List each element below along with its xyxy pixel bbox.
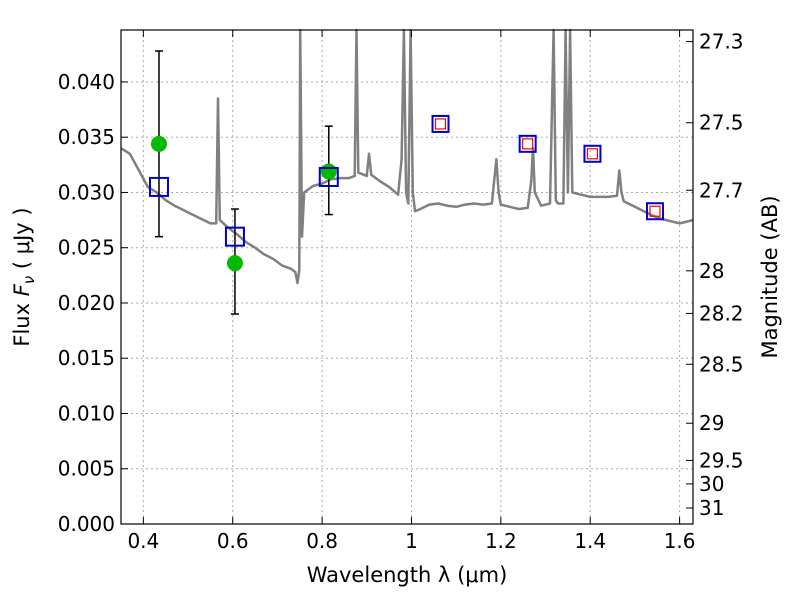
x-axis-label: Wavelength λ (μm) [307,563,508,587]
y-axis-label-left: Flux [10,296,34,346]
y-tick-label: 0.015 [58,346,115,370]
x-tick-label: 1.6 [664,529,696,553]
model-square-ir-inner [522,138,534,150]
y-tick-label: 0.035 [58,125,115,149]
y-axis-label: Flux Fν ( μJy ) [10,207,38,346]
model-square-ir [583,144,602,163]
observed-point [320,163,337,180]
right-axis-tick-label: 29.5 [699,448,744,472]
model-square-ir [431,114,450,133]
right-axis-tick-label: 27.5 [699,111,744,135]
model-square-ir-inner [434,118,447,130]
right-axis-tick-label: 31 [699,496,724,520]
y-tick-label: 0.040 [58,70,115,94]
y-axis-ticks: 0.000 0.005 0.010 0.015 0.020 0.025 0.030 0.035… [58,70,128,536]
plot-frame [120,29,694,525]
right-axis-tick-label: 28.2 [699,301,744,325]
model-square-ir-inner [586,148,599,160]
right-axis-tick-label: 27.3 [699,30,744,54]
right-axis-label: Magnitude (AB) [758,195,782,358]
right-axis-tick-label: 27.7 [699,178,744,202]
right-axis-tick-label: 28 [699,259,724,283]
x-tick-label: 0.8 [306,529,338,553]
model-square-ir-inner [649,205,661,217]
right-axis-tick-label: 29 [699,411,724,435]
model-square [224,226,245,247]
model-square-ir [518,134,537,153]
y-axis-label-nu: ν [20,276,38,284]
y-axis-label-right: ( μJy ) [10,207,34,275]
y-tick-label: 0.025 [58,236,115,260]
x-tick-label: 1.2 [485,529,517,553]
right-axis-tick-label: 30 [699,472,724,496]
y-tick-label: 0.000 [58,512,115,536]
spectrum-layer [120,28,694,285]
marker-layer [148,50,665,315]
x-tick-label: 0.4 [127,529,159,553]
model-square [148,176,169,197]
observed-point [150,135,167,152]
y-axis-label-f: F [10,283,34,296]
observed-point [226,255,243,272]
x-tick-label: 0.6 [217,529,249,553]
x-tick-label: 1.4 [574,529,606,553]
grid [121,30,693,525]
x-axis-ticks: 0.4 0.6 0.8 1 1.2 1.4 1.6 [127,30,696,553]
model-square [318,166,339,187]
y-tick-label: 0.030 [58,180,115,204]
model-square-ir [646,202,665,221]
y-tick-label: 0.020 [58,291,115,315]
right-axis-tick-label: 28.5 [699,352,744,376]
x-tick-label: 1 [405,529,418,553]
spectrum-line [120,28,694,285]
y-tick-label: 0.010 [58,401,115,425]
y-tick-label: 0.005 [58,457,115,481]
